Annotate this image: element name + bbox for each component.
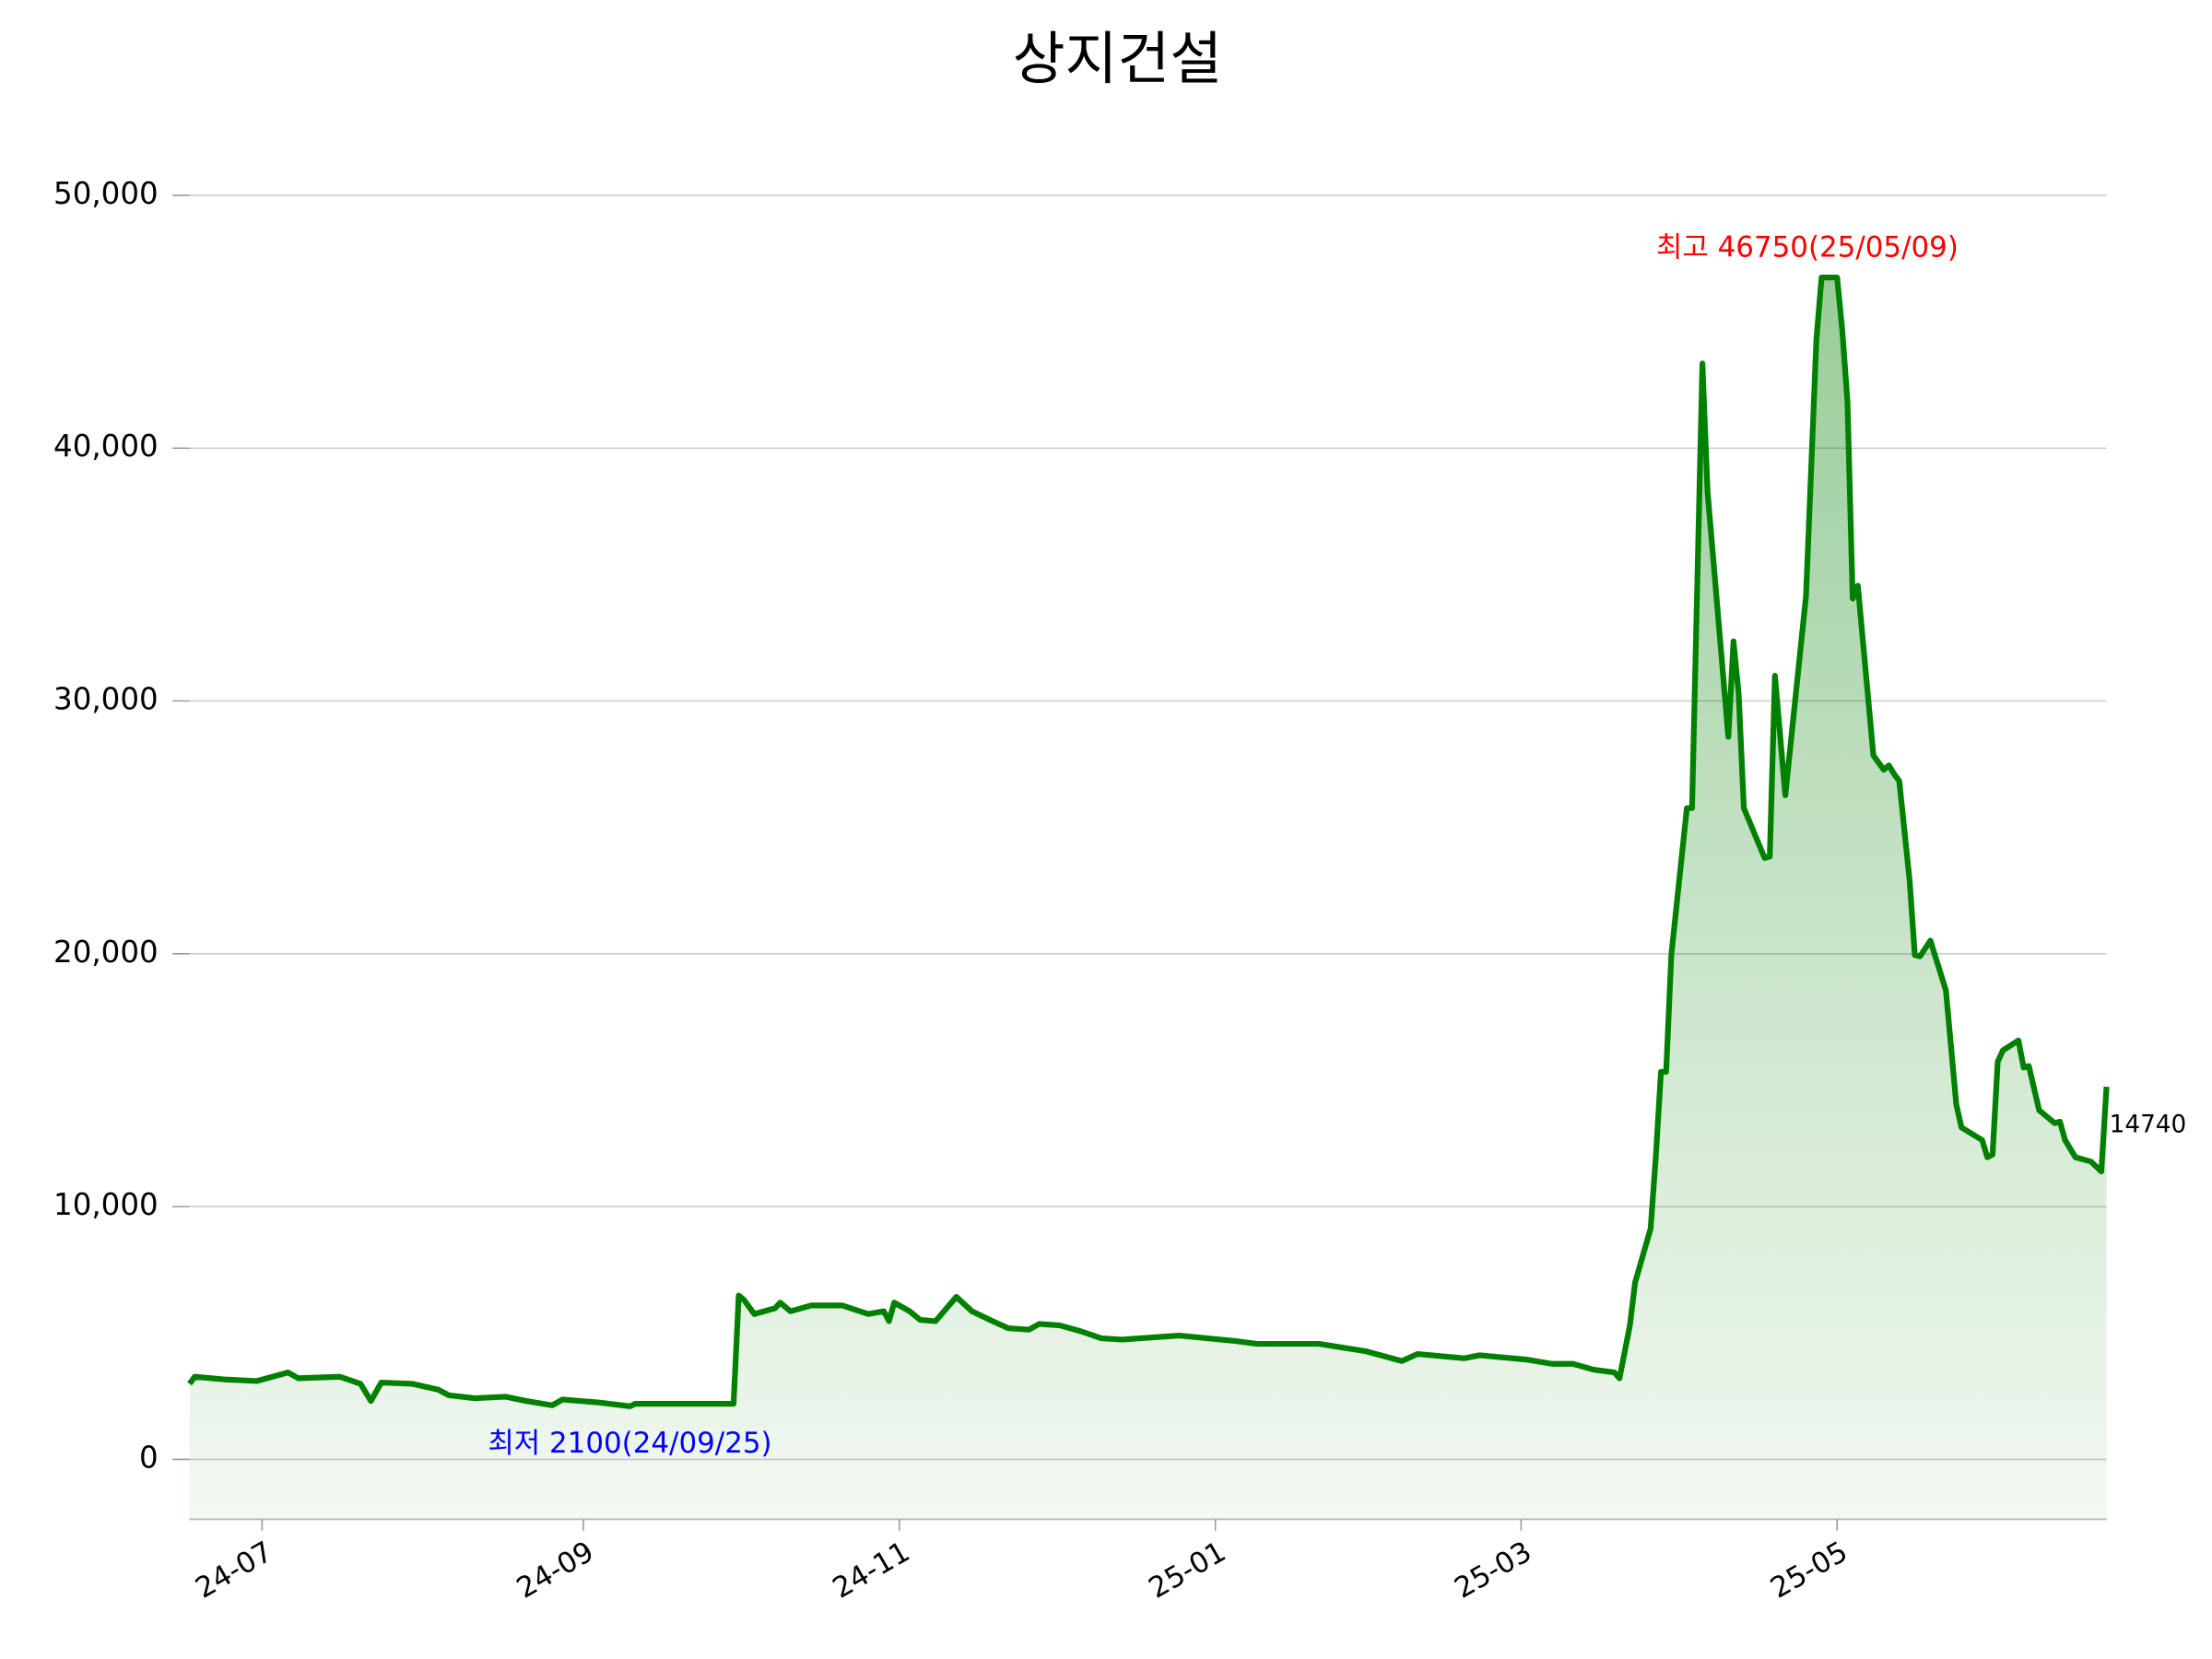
x-tick-label: 25-01 (1143, 1535, 1231, 1606)
min-annotation: 최저 2100(24/09/25) (488, 1427, 771, 1460)
y-tick-label: 10,000 (53, 1187, 159, 1222)
x-tick-label: 24-07 (190, 1535, 278, 1606)
line (187, 274, 2110, 1409)
y-tick-label: 0 (139, 1440, 159, 1475)
x-tick-label: 24-09 (512, 1535, 600, 1606)
last-value-label: 14740 (2110, 1111, 2187, 1138)
chart-title: 상지건설 (1013, 26, 1223, 92)
y-tick-label: 50,000 (53, 176, 159, 211)
max-annotation: 최고 46750(25/05/09) (1656, 231, 1959, 265)
x-tick-label: 24-11 (828, 1535, 916, 1606)
x-tick-label: 25-05 (1765, 1535, 1853, 1606)
y-tick-label: 20,000 (53, 935, 159, 970)
y-tick-label: 40,000 (53, 429, 159, 464)
area (189, 277, 2107, 1520)
x-tick-label: 25-03 (1449, 1535, 1537, 1606)
y-tick-label: 30,000 (53, 682, 159, 717)
